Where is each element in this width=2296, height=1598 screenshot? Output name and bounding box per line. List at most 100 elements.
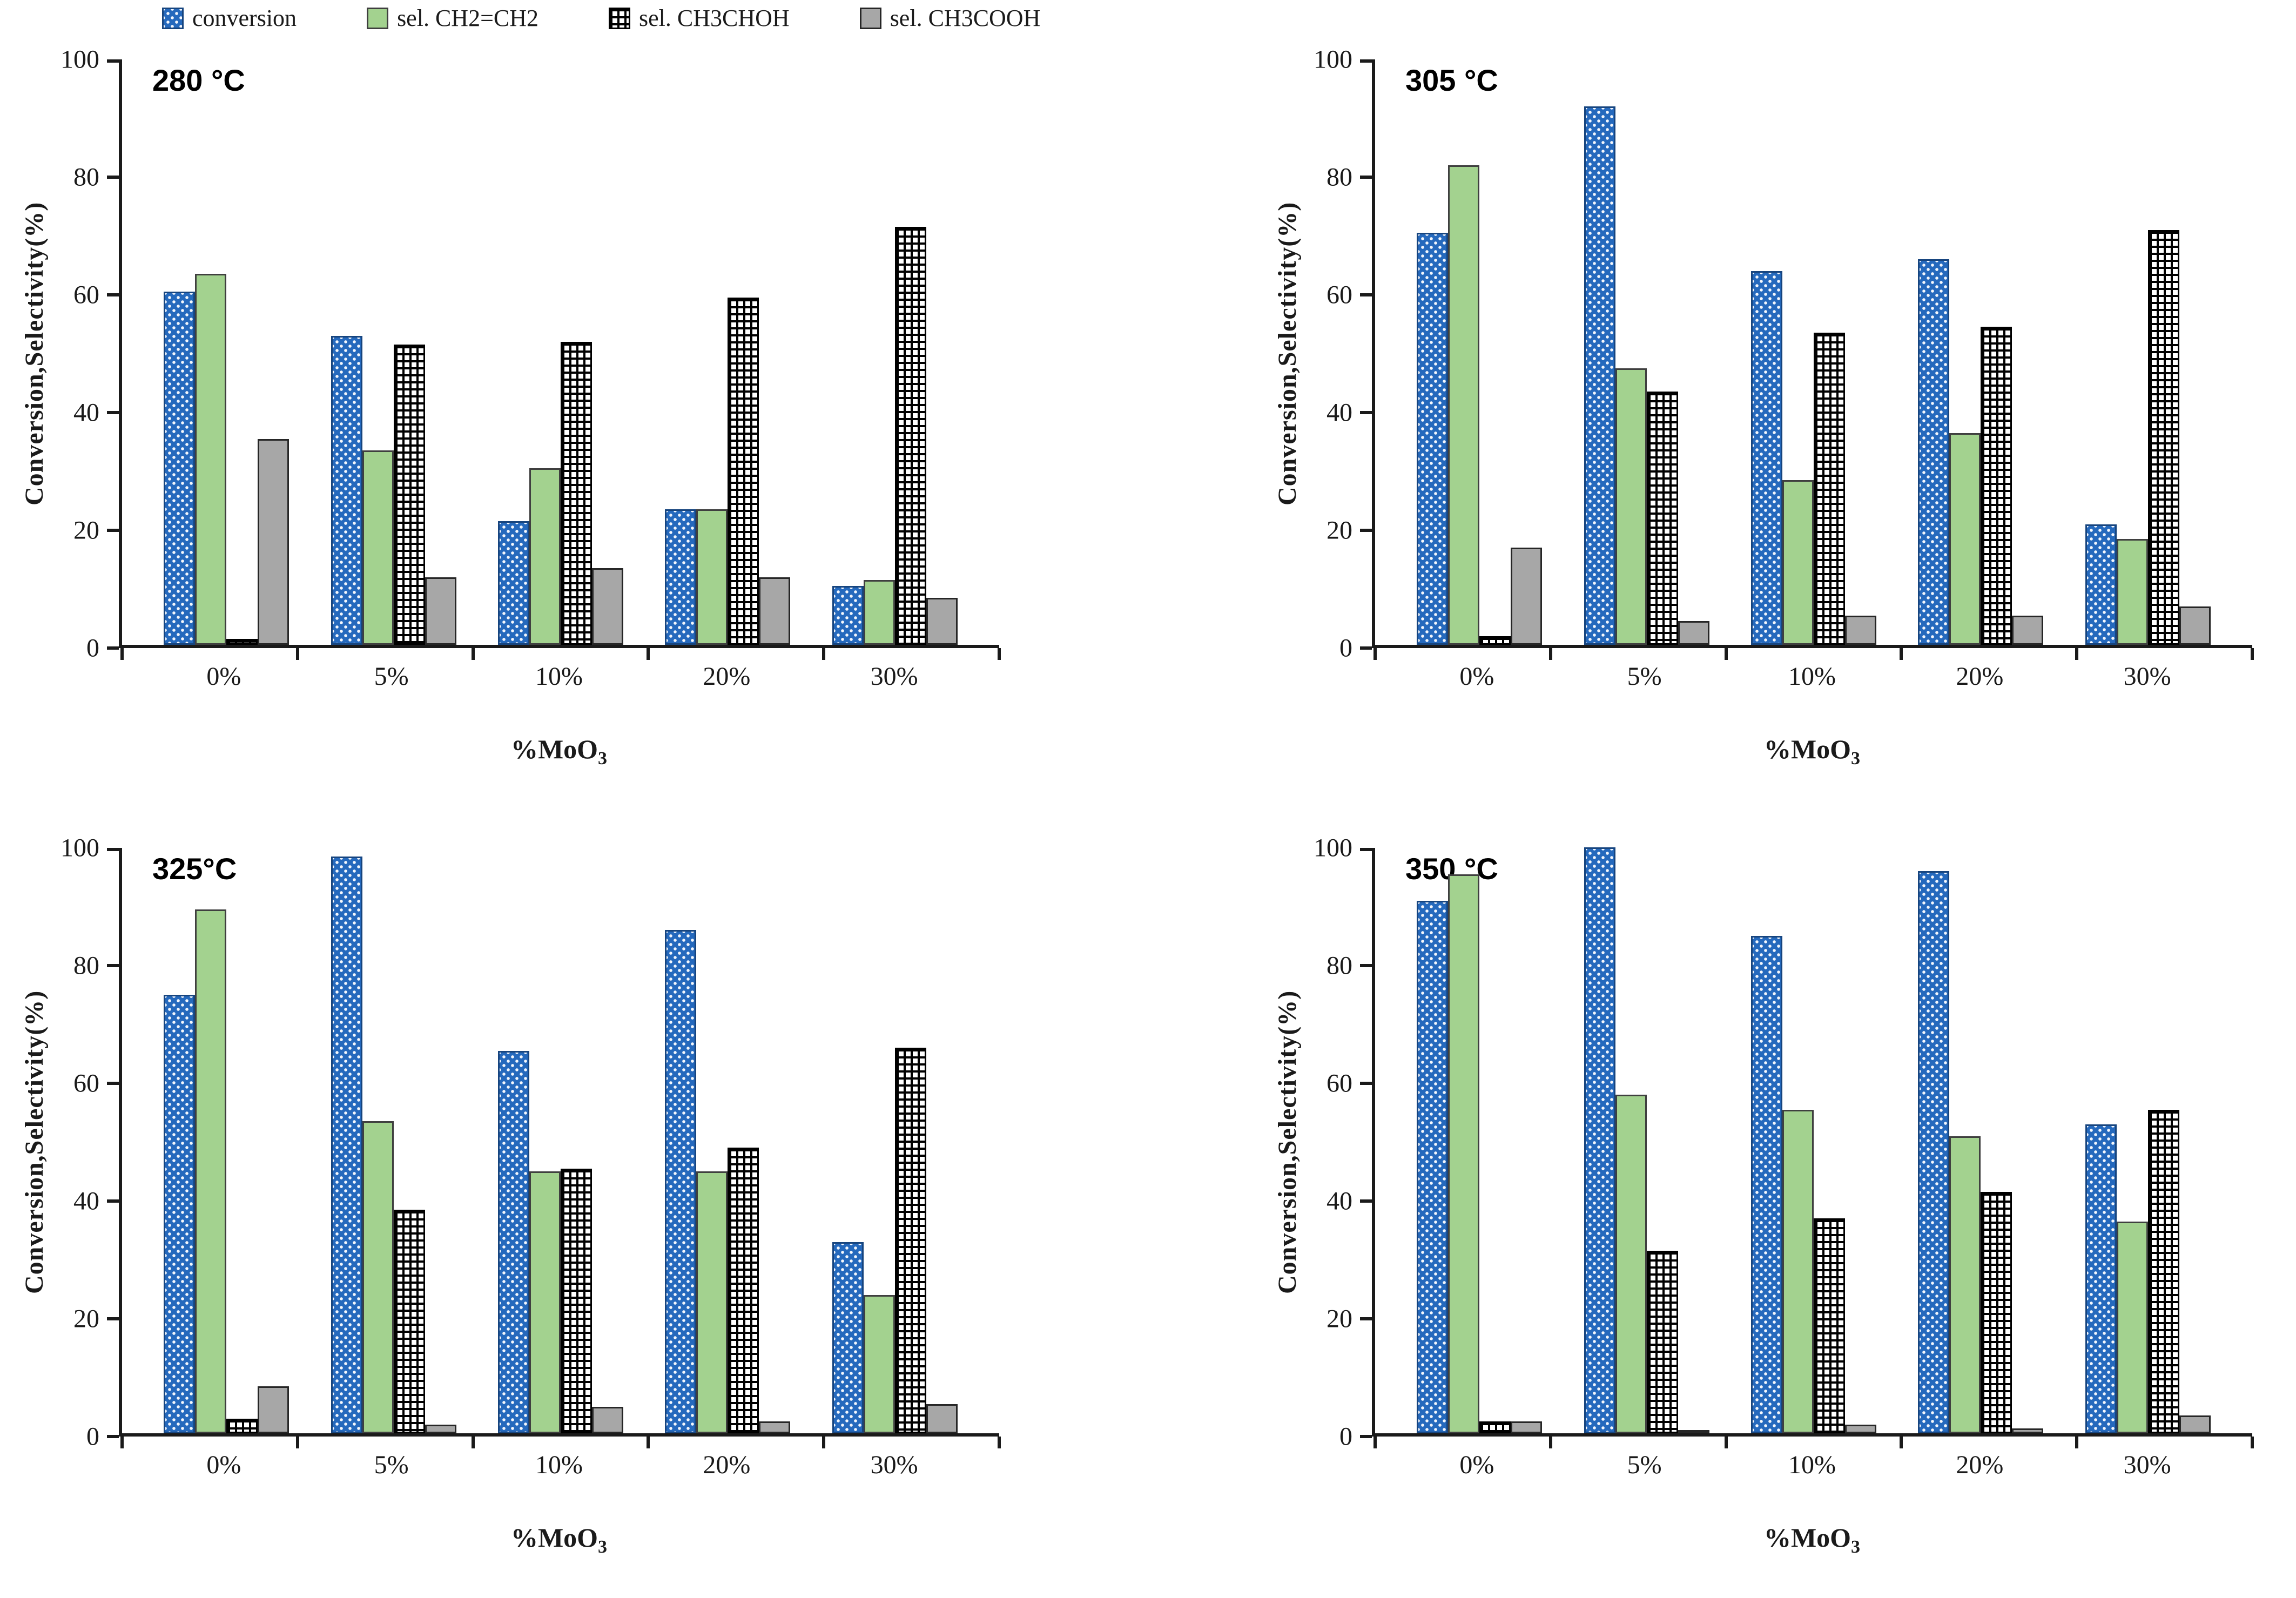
bar-conversion-30% — [2085, 524, 2117, 645]
x-category-label-5%: 5% — [1627, 1451, 1662, 1479]
x-category-label-5%: 5% — [1627, 662, 1662, 691]
y-axis-tick-labels: 0 20 40 60 80 100 — [1300, 834, 1360, 1451]
bar-conversion-10% — [1750, 935, 1782, 1433]
bar-ch2ch2-20% — [1949, 433, 1981, 645]
bar-conversion-10% — [497, 1050, 529, 1433]
bar-ch3choh-30% — [2147, 1109, 2179, 1433]
bar-ch3cooh-5% — [1678, 1430, 1709, 1433]
x-category-label-20%: 20% — [703, 662, 751, 691]
bar-conversion-5% — [1584, 847, 1615, 1433]
plot-area: 280 °C — [107, 59, 1001, 660]
y-axis-tick — [1360, 176, 1372, 179]
bar-ch2ch2-5% — [362, 450, 394, 645]
bar-ch2ch2-20% — [1949, 1136, 1981, 1433]
x-category-label-5%: 5% — [374, 1451, 409, 1479]
y-axis-tick — [107, 293, 119, 296]
bar-group-20% — [665, 297, 791, 645]
bar-conversion-0% — [1417, 233, 1449, 645]
y-axis-tick — [107, 59, 119, 63]
legend-item-ch3choh: sel. CH3CHOH — [609, 4, 790, 32]
x-axis-tick — [647, 1437, 650, 1448]
bar-ch3cooh-20% — [759, 1421, 791, 1433]
bar-ch2ch2-10% — [1782, 480, 1814, 645]
y-tick-label-20: 20 — [73, 1304, 99, 1333]
legend-item-ch3cooh: sel. CH3COOH — [859, 4, 1041, 32]
y-axis-tick — [107, 529, 119, 532]
legend-label-ch3cooh: sel. CH3COOH — [890, 5, 1041, 31]
x-axis-tick — [120, 1437, 124, 1448]
x-axis-title-base: %MoO — [1763, 1522, 1851, 1553]
bar-conversion-20% — [665, 930, 697, 1433]
panel-title-305c: 305 °C — [1405, 63, 1498, 97]
x-axis-title-base: %MoO — [510, 734, 598, 764]
y-tick-label-40: 40 — [1327, 398, 1352, 427]
bar-groups — [1375, 59, 2252, 645]
bar-group-10% — [497, 341, 623, 645]
x-axis-title-base: %MoO — [1763, 734, 1851, 764]
bar-ch3choh-5% — [1646, 1251, 1678, 1433]
plot-area: 350 °C — [1360, 847, 2254, 1448]
y-axis-tick — [107, 1199, 119, 1203]
y-axis-tick — [1360, 964, 1372, 967]
bar-ch2ch2-30% — [2116, 538, 2148, 645]
y-tick-label-100: 100 — [1314, 833, 1352, 862]
bar-ch2ch2-0% — [1448, 874, 1480, 1433]
bar-conversion-30% — [832, 1242, 864, 1433]
y-tick-label-40: 40 — [73, 398, 99, 427]
x-axis-title-base: %MoO — [510, 1522, 598, 1553]
y-tick-label-100: 100 — [60, 45, 99, 74]
x-category-label-10%: 10% — [535, 1451, 583, 1479]
bar-ch3cooh-30% — [2179, 606, 2211, 645]
x-category-label-10%: 10% — [1788, 1451, 1836, 1479]
bar-ch3choh-20% — [1981, 327, 2012, 645]
x-axis-tick — [1724, 1437, 1728, 1448]
y-axis-tick — [107, 964, 119, 967]
bar-ch2ch2-20% — [696, 509, 728, 645]
x-axis-tick — [471, 648, 475, 660]
bar-ch3cooh-20% — [759, 577, 791, 645]
y-axis-tick — [1360, 293, 1372, 296]
chart-legend: conversion sel. CH2=CH2 sel. CH3CHOH sel… — [162, 4, 1040, 32]
bar-ch3cooh-20% — [2012, 615, 2044, 645]
bar-ch2ch2-5% — [1615, 368, 1647, 645]
y-axis-tick-labels: 0 20 40 60 80 100 — [1300, 45, 1360, 663]
x-axis-tick — [2075, 1437, 2079, 1448]
bar-group-0% — [164, 909, 289, 1433]
panel-title-280c: 280 °C — [152, 63, 245, 97]
y-axis-title: Conversion,Selectivity(%) — [20, 201, 49, 506]
bar-conversion-20% — [1918, 871, 1950, 1433]
bar-ch3choh-10% — [560, 1168, 592, 1433]
y-tick-label-20: 20 — [1327, 1304, 1352, 1333]
y-axis-tick — [107, 176, 119, 179]
bar-ch3cooh-20% — [2012, 1428, 2044, 1433]
bar-ch2ch2-0% — [195, 274, 227, 645]
y-tick-label-80: 80 — [73, 163, 99, 192]
legend-marker-ch3cooh-icon — [859, 7, 881, 29]
x-axis-tick — [295, 648, 299, 660]
x-axis-tick — [647, 648, 650, 660]
x-category-label-10%: 10% — [535, 662, 583, 691]
bar-ch3choh-20% — [728, 297, 759, 645]
bar-conversion-0% — [164, 994, 196, 1433]
y-tick-label-60: 60 — [73, 1069, 99, 1098]
x-category-label-30%: 30% — [870, 1451, 918, 1479]
bar-conversion-10% — [497, 521, 529, 645]
bar-conversion-30% — [2085, 1124, 2117, 1433]
x-axis-tick — [2075, 648, 2079, 660]
y-axis-title: Conversion,Selectivity(%) — [1273, 201, 1302, 506]
x-axis-tick — [1900, 648, 1903, 660]
bar-ch3cooh-5% — [425, 1424, 456, 1433]
bar-ch3cooh-10% — [591, 1406, 623, 1433]
x-axis-tick — [295, 1437, 299, 1448]
y-axis-tick — [107, 1082, 119, 1085]
x-axis-tick — [2251, 648, 2254, 660]
x-axis-category-labels: 0% 5% 10% 20% 30% — [119, 1450, 999, 1480]
y-tick-label-0: 0 — [1339, 633, 1352, 663]
y-axis-tick — [1360, 59, 1372, 63]
bar-ch3choh-30% — [894, 227, 926, 645]
y-axis-tick — [1360, 646, 1372, 650]
bar-conversion-0% — [164, 292, 196, 645]
bar-conversion-20% — [665, 509, 697, 645]
x-axis-tick — [1548, 648, 1552, 660]
y-axis-tick — [107, 1435, 119, 1438]
